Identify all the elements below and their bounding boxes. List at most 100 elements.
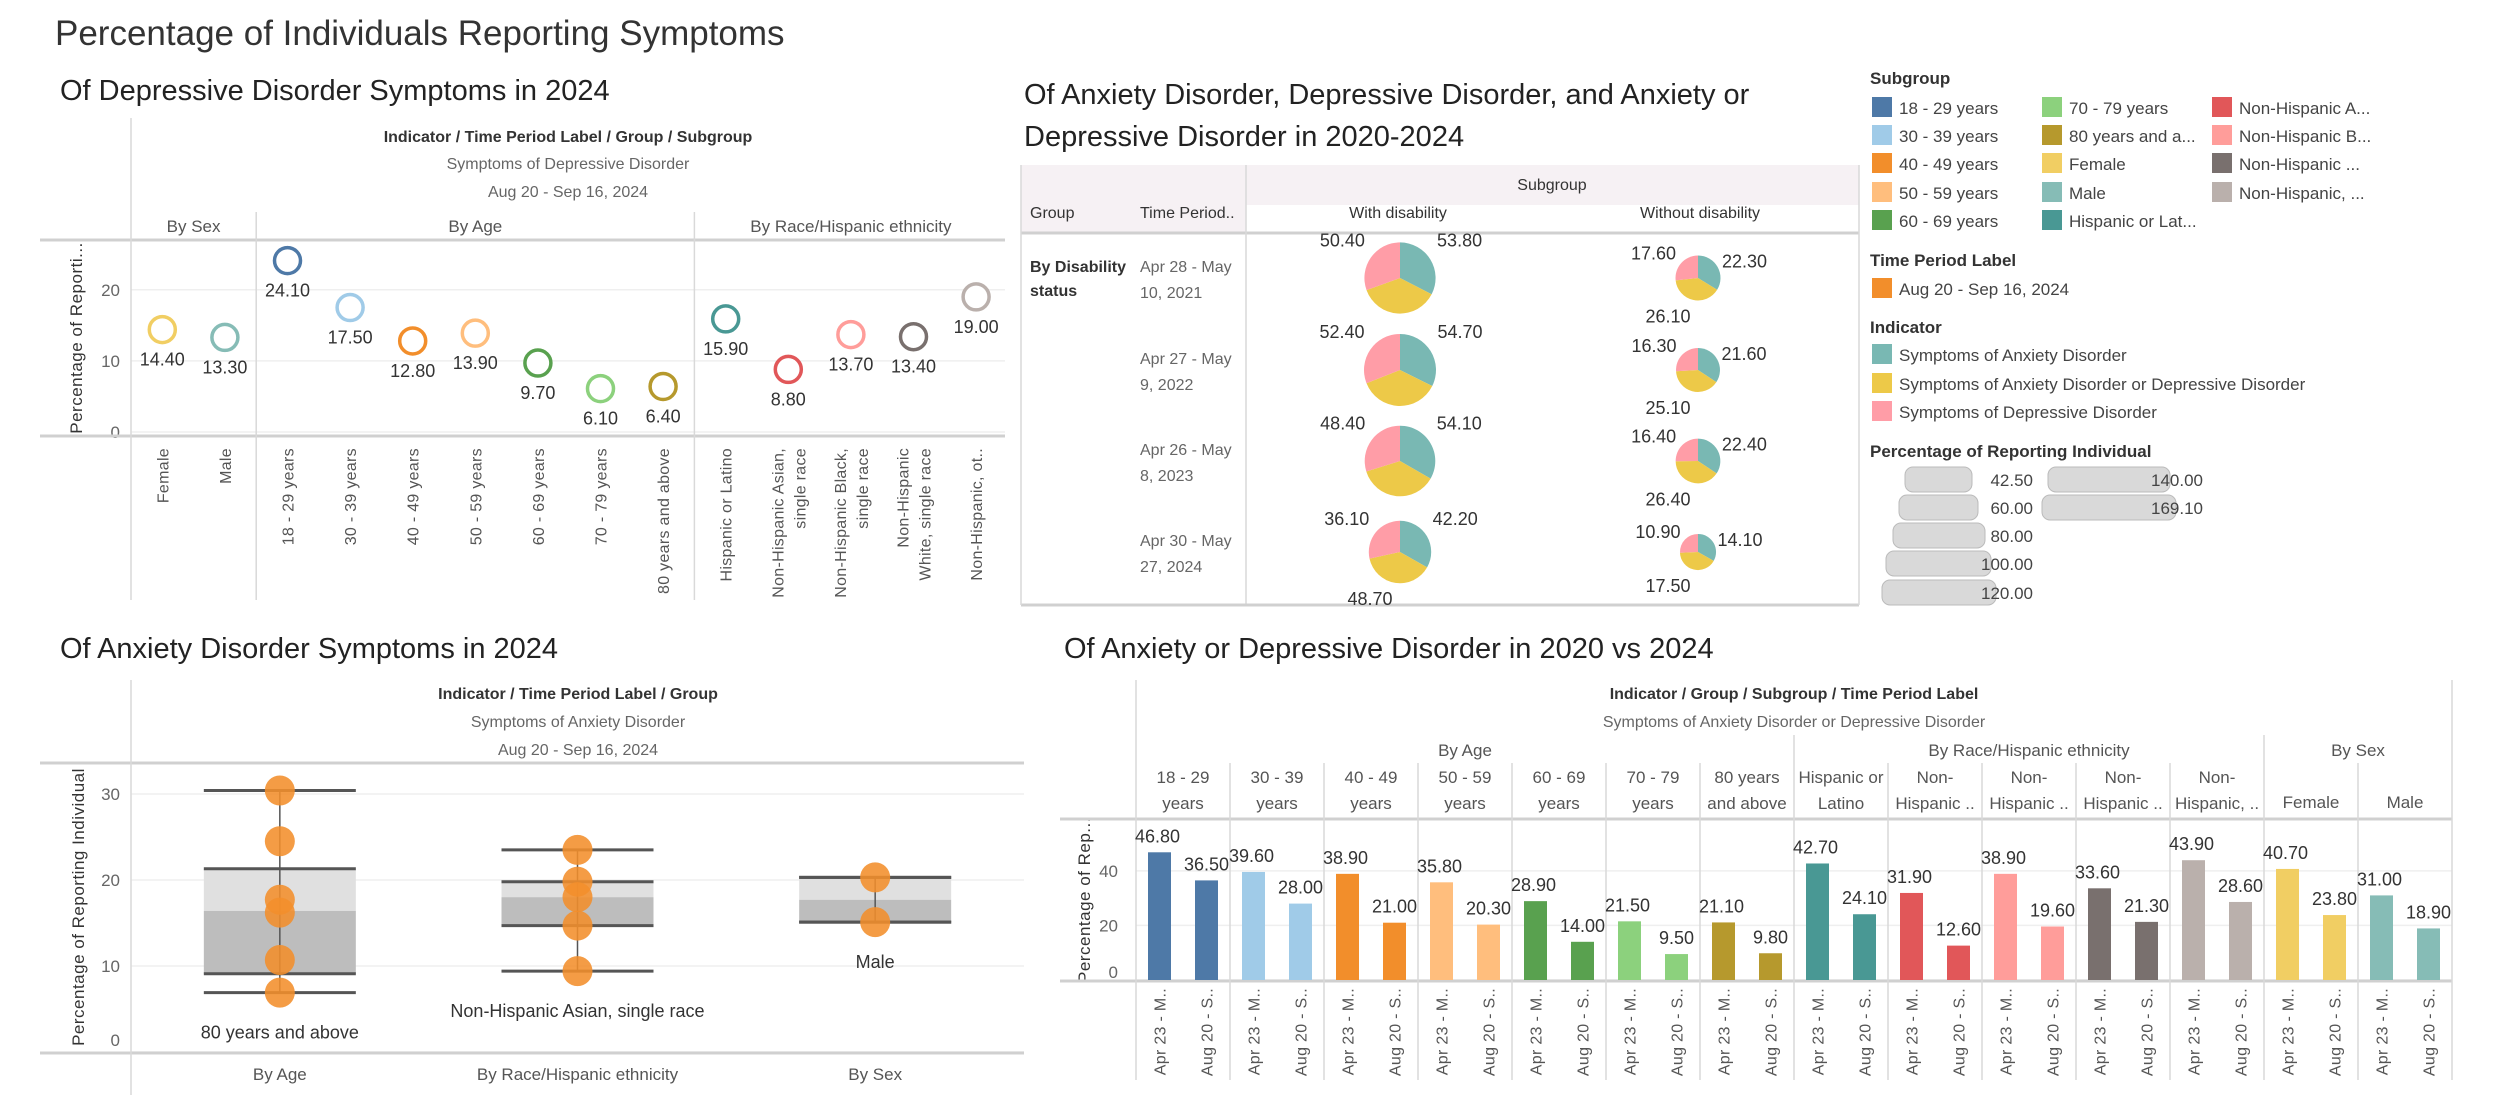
x-period-label: Aug 20 - S..	[2328, 988, 2345, 1076]
bar	[1148, 852, 1171, 980]
legend-item[interactable]: 40 - 49 years	[1872, 153, 1998, 174]
time-period-label: Aug 20 - Sep 16, 2024	[488, 184, 648, 201]
depressive-value-label: 50.40	[1320, 230, 1365, 250]
time-period-column-header: Time Period..	[1140, 205, 1235, 222]
legend-item[interactable]: Hispanic or Lat...	[2042, 210, 2197, 231]
x-category-label: 18 - 29 years	[281, 448, 298, 545]
subgroup-column-header: Without disability	[1640, 205, 1760, 222]
legend-item[interactable]: 70 - 79 years	[2042, 97, 2168, 118]
data-point	[264, 775, 295, 806]
data-label: 15.90	[703, 339, 748, 359]
data-label: 6.10	[583, 409, 618, 429]
y-tick-label: 0	[111, 423, 120, 442]
bar-value-label: 46.80	[1135, 826, 1180, 846]
data-label: 9.70	[520, 383, 555, 403]
size-legend-label: 140.00	[2151, 471, 2203, 490]
group-header: By Age	[448, 217, 502, 236]
x-period-label: Aug 20 - S..	[1670, 988, 1687, 1076]
legend-item[interactable]: 80 years and a...	[2042, 125, 2196, 146]
pie-slice-depressive	[1679, 533, 1698, 553]
y-tick-label: 20	[1099, 916, 1118, 935]
data-label: 19.00	[954, 317, 999, 337]
pie-chart-title-line-2: Depressive Disorder in 2020-2024	[1024, 121, 1465, 153]
depressive-chart-title: Of Depressive Disorder Symptoms in 2024	[60, 75, 610, 107]
subgroup-header: Non-	[2105, 768, 2142, 787]
time-period-label: Apr 30 - May	[1140, 533, 1232, 550]
anxiety-value-label: 21.60	[1721, 344, 1766, 364]
x-period-label: Apr 23 - M..	[1623, 988, 1640, 1075]
legend-item[interactable]: Symptoms of Anxiety Disorder or Depressi…	[1872, 373, 2306, 394]
data-label: 13.30	[202, 357, 247, 377]
depressive-value-label: 10.90	[1635, 522, 1680, 542]
legend-swatch	[2212, 182, 2232, 202]
anxiety-chart-title: Of Anxiety Disorder Symptoms in 2024	[60, 633, 559, 665]
legend-item[interactable]: Symptoms of Anxiety Disorder	[1872, 344, 2127, 365]
data-point	[562, 956, 593, 987]
legend-item[interactable]: 50 - 59 years	[1872, 182, 1998, 203]
bar-value-label: 24.10	[1842, 888, 1887, 908]
pie-slice-anxiety	[1400, 334, 1437, 387]
data-label: 13.90	[453, 353, 498, 373]
legend-item[interactable]: Female	[2042, 153, 2126, 174]
x-period-label: Aug 20 - S..	[2234, 988, 2251, 1076]
size-legend-mark	[1904, 466, 1973, 493]
pie-slice-either	[1676, 370, 1717, 392]
data-point	[272, 245, 303, 276]
either-value-label: 26.40	[1645, 489, 1690, 509]
legend-item[interactable]: Symptoms of Depressive Disorder	[1872, 401, 2157, 422]
time-period-label: 9, 2022	[1140, 377, 1193, 394]
group-header: By Sex	[167, 217, 221, 236]
either-value-label: 25.10	[1645, 398, 1690, 418]
data-point	[264, 897, 295, 928]
header-band	[1021, 205, 1246, 232]
x-category-label: 50 - 59 years	[468, 448, 485, 545]
bar	[2323, 915, 2346, 980]
header-fields-label: Indicator / Time Period Label / Group	[438, 686, 718, 703]
legend-item[interactable]: 18 - 29 years	[1872, 97, 1998, 118]
subgroup-header: Hispanic ..	[2083, 794, 2162, 813]
group-header: By Race/Hispanic ethnicity	[750, 217, 952, 236]
legend-swatch	[1872, 125, 1892, 145]
legend-label: Symptoms of Anxiety Disorder or Depressi…	[1899, 375, 2306, 394]
legend-item[interactable]: 30 - 39 years	[1872, 125, 1998, 146]
bar	[1994, 873, 2017, 980]
size-legend-mark	[1881, 579, 1997, 606]
bar-value-label: 31.90	[1887, 867, 1932, 887]
pie-slice-anxiety	[1400, 425, 1436, 479]
legend-panel: Subgroup 18 - 29 years 30 - 39 years 40 - 4…	[1870, 69, 2371, 606]
x-period-label: Apr 23 - M..	[1153, 988, 1170, 1075]
x-period-label: Aug 20 - S..	[1388, 988, 1405, 1076]
group-header: By Race/Hispanic ethnicity	[1928, 741, 2130, 760]
legend-label: 30 - 39 years	[1899, 127, 1998, 146]
legend-item[interactable]: Non-Hispanic ...	[2212, 153, 2360, 174]
subgroup-header: years	[1256, 794, 1298, 813]
pie-slice-depressive	[1364, 334, 1400, 384]
subgroup-header: Non-	[2199, 768, 2236, 787]
bar	[1759, 953, 1782, 980]
legend-item[interactable]: Male	[2042, 182, 2106, 203]
legend-item[interactable]: Non-Hispanic B...	[2212, 125, 2371, 146]
x-category-label: Hispanic or Latino	[719, 448, 736, 581]
depressive-value-label: 48.40	[1320, 414, 1365, 434]
legend-item[interactable]: Non-Hispanic, ...	[2212, 182, 2365, 203]
depressive-value-label: 17.60	[1631, 244, 1676, 264]
x-category-label: 60 - 69 years	[531, 448, 548, 545]
legend-item[interactable]: 60 - 69 years	[1872, 210, 1998, 231]
legend-swatch	[1872, 153, 1892, 173]
subgroup-header: Male	[2387, 793, 2424, 812]
legend-item[interactable]: Non-Hispanic A...	[2212, 97, 2370, 118]
x-category-label: Non-Hispanic, ot..	[969, 448, 986, 581]
subgroup-header: Latino	[1818, 794, 1864, 813]
depressive-dot-chart: Indicator / Time Period Label / Group / …	[40, 118, 1005, 600]
legend-label: 50 - 59 years	[1899, 184, 1998, 203]
bar-value-label: 21.00	[1372, 897, 1417, 917]
anxiety-value-label: 42.20	[1433, 509, 1478, 529]
legend-title: Indicator	[1870, 318, 1942, 337]
pie-slice-anxiety	[1400, 520, 1432, 568]
x-period-label: Aug 20 - S..	[1576, 988, 1593, 1076]
bar-value-label: 21.30	[2124, 896, 2169, 916]
subgroup-header: Non-	[1917, 768, 1954, 787]
legend-swatch	[2042, 210, 2062, 230]
legend-label: 40 - 49 years	[1899, 155, 1998, 174]
x-period-label: Aug 20 - S..	[2422, 988, 2439, 1076]
